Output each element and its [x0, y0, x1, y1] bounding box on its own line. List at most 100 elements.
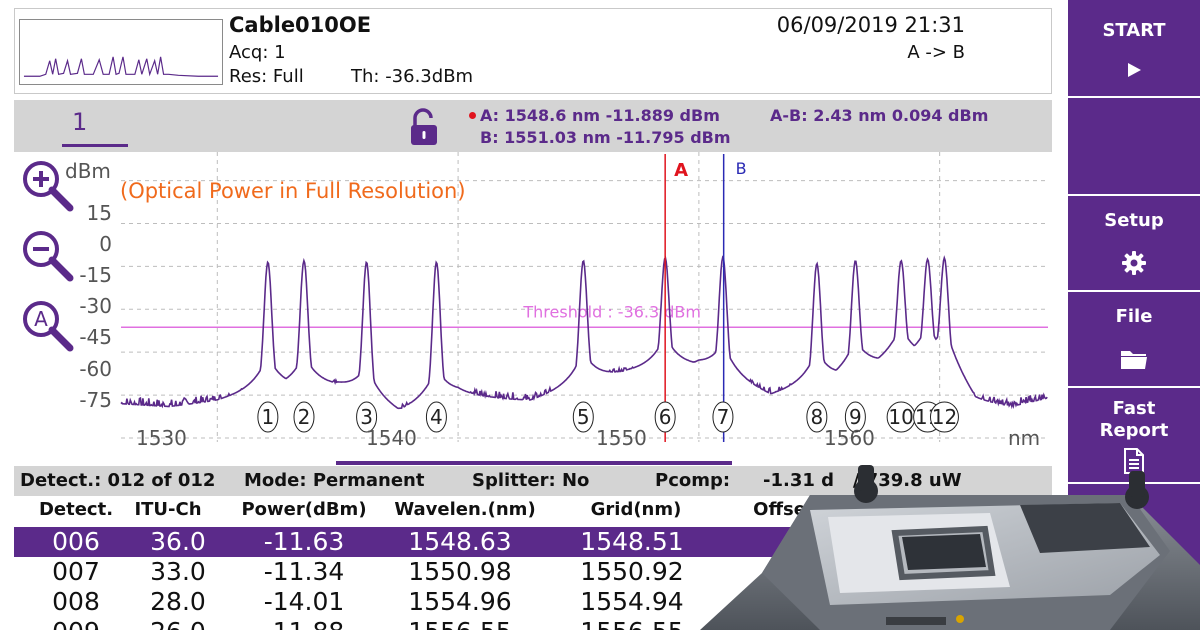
trace-tab-underline: [62, 144, 128, 147]
pcomp-label: Pcomp:: [655, 470, 731, 491]
peak-marker: [806, 401, 828, 433]
cell-detect: 009: [0, 617, 156, 630]
fast-report-label-1: Fast: [1112, 398, 1156, 419]
peak-marker: [654, 401, 676, 433]
cell-itu-ch: 28.0: [150, 587, 206, 616]
cell-grid: 1556.55: [552, 617, 712, 630]
folder-icon: [1121, 351, 1147, 369]
blank-menu-button[interactable]: [1068, 98, 1200, 194]
x-tick-label: 1550: [596, 426, 647, 450]
col-header[interactable]: Detect.: [38, 499, 114, 520]
unlock-icon[interactable]: [406, 108, 442, 146]
start-button[interactable]: START: [1068, 0, 1200, 96]
direction: A -> B: [907, 42, 965, 63]
y-tick-label: 0: [99, 232, 112, 256]
cell-detect: 006: [52, 527, 100, 556]
device-photo: [700, 465, 1200, 630]
peak-label: 9: [849, 405, 862, 429]
auto-zoom-icon[interactable]: A: [20, 298, 76, 354]
cursor-a-label: A: [674, 160, 688, 181]
cell-detect: 008: [52, 587, 100, 616]
plot-title: (Optical Power in Full Resolution): [120, 179, 466, 203]
peak-marker: [356, 401, 378, 433]
file-button[interactable]: File: [1068, 292, 1200, 386]
y-axis-unit: dBm: [65, 159, 111, 183]
detection-summary-bar: Detect.: 012 of 012 Mode: Permanent Spli…: [14, 466, 1052, 496]
peak-marker: [425, 401, 447, 433]
table-scroll-indicator[interactable]: [336, 461, 732, 465]
acquisition-count: Acq: 1: [229, 42, 286, 63]
date-time: 06/09/2019 21:31: [776, 13, 965, 37]
table-row[interactable]: 007 33.0 -11.34 1550.98 1550.92: [14, 557, 1052, 587]
marker-b-readout: B: 1551.03 nm -11.795 dBm: [480, 128, 731, 147]
y-tick-label: -30: [79, 294, 112, 318]
peak-marker: [712, 401, 734, 433]
svg-text:A: A: [34, 307, 48, 331]
y-tick-label: 15: [86, 201, 112, 225]
zoom-out-icon[interactable]: [20, 228, 76, 284]
spectrum-trace: [120, 255, 1048, 410]
peak-label: 3: [360, 405, 373, 429]
peak-label: 5: [577, 405, 590, 429]
cell-power: -11.88: [224, 617, 384, 630]
y-tick-label: -15: [79, 263, 112, 287]
cell-wavelength: 1556.55: [380, 617, 540, 630]
peak-label: 2: [298, 405, 311, 429]
marker-a-readout: A: 1548.6 nm -11.889 dBm: [480, 106, 720, 125]
file-label: File: [1115, 306, 1153, 327]
peak-marker: [257, 401, 279, 433]
table-header-row: Detect. ITU-Ch Power(dBm) Wavelen.(nm) G…: [14, 497, 1052, 527]
gear-icon: [1122, 251, 1146, 275]
cell-power: -11.34: [263, 557, 345, 586]
marker-bar: 1 A: 1548.6 nm -11.889 dBm A-B: 2.43 nm …: [14, 100, 1052, 152]
x-tick-label: 1560: [824, 426, 875, 450]
trace-info-header: Cable010OE Acq: 1 Res: Full Th: -36.3dBm…: [14, 8, 1052, 94]
table-row[interactable]: 009 26.0 -11.88 1556.55 1556.55: [14, 617, 1052, 630]
peak-marker: [844, 401, 866, 433]
cell-power: -11.63: [263, 527, 345, 556]
resolution: Res: Full: [229, 66, 304, 87]
peak-label: 1: [262, 405, 275, 429]
peak-label: 4: [430, 405, 443, 429]
peak-label: 12: [932, 405, 957, 429]
table-row[interactable]: 008 28.0 -14.01 1554.96 1554.94: [14, 587, 1052, 617]
col-header[interactable]: Wavelen.(nm): [394, 499, 536, 520]
col-header[interactable]: Grid(nm): [590, 499, 682, 520]
cell-itu-ch: 36.0: [150, 527, 206, 556]
cell-wavelength: 1548.63: [408, 527, 512, 556]
fast-report-button[interactable]: Fast Report: [1068, 388, 1200, 482]
cell-detect: 007: [52, 557, 100, 586]
cell-grid: 1548.51: [580, 527, 684, 556]
threshold-label: Threshold : -36.3 dBm: [522, 302, 701, 321]
peak-label: 7: [717, 405, 730, 429]
marker-delta-readout: A-B: 2.43 nm 0.094 dBm: [770, 106, 989, 125]
report-icon: [1124, 448, 1144, 474]
peak-marker: [929, 401, 959, 433]
y-tick-label: -75: [79, 388, 112, 412]
trace-thumbnail[interactable]: [19, 19, 223, 85]
cell-wavelength: 1550.98: [408, 557, 512, 586]
col-header[interactable]: ITU-Ch: [134, 499, 202, 520]
file-name: Cable010OE: [229, 13, 372, 37]
col-header[interactable]: Power(dBm): [241, 499, 367, 520]
cell-power: -14.01: [263, 587, 345, 616]
cell-wavelength: 1554.96: [408, 587, 512, 616]
splitter: Splitter: No: [472, 470, 590, 491]
detect-count: Detect.: 012 of 012: [20, 470, 216, 491]
zoom-in-icon[interactable]: [20, 158, 76, 214]
peak-marker: [293, 401, 315, 433]
x-tick-label: 1540: [366, 426, 417, 450]
cell-grid: 1550.92: [580, 557, 684, 586]
mode: Mode: Permanent: [244, 470, 425, 491]
threshold-value: Th: -36.3dBm: [351, 66, 474, 87]
trace-number-tab[interactable]: 1: [72, 108, 88, 136]
setup-button[interactable]: Setup: [1068, 196, 1200, 290]
spectrum-plot[interactable]: Threshold : -36.3 dBm A B 1 2 3 4 5 6 7 8 9 10 11 12 A…: [14, 152, 1052, 458]
peak-label: 6: [659, 405, 672, 429]
fast-report-label-2: Report: [1099, 420, 1169, 441]
pcomp-value: -1.31 d / 739.8 uW: [763, 470, 962, 491]
peak-label: 10: [888, 405, 913, 429]
x-tick-label: 1530: [136, 426, 187, 450]
y-tick-label: -60: [79, 357, 112, 381]
